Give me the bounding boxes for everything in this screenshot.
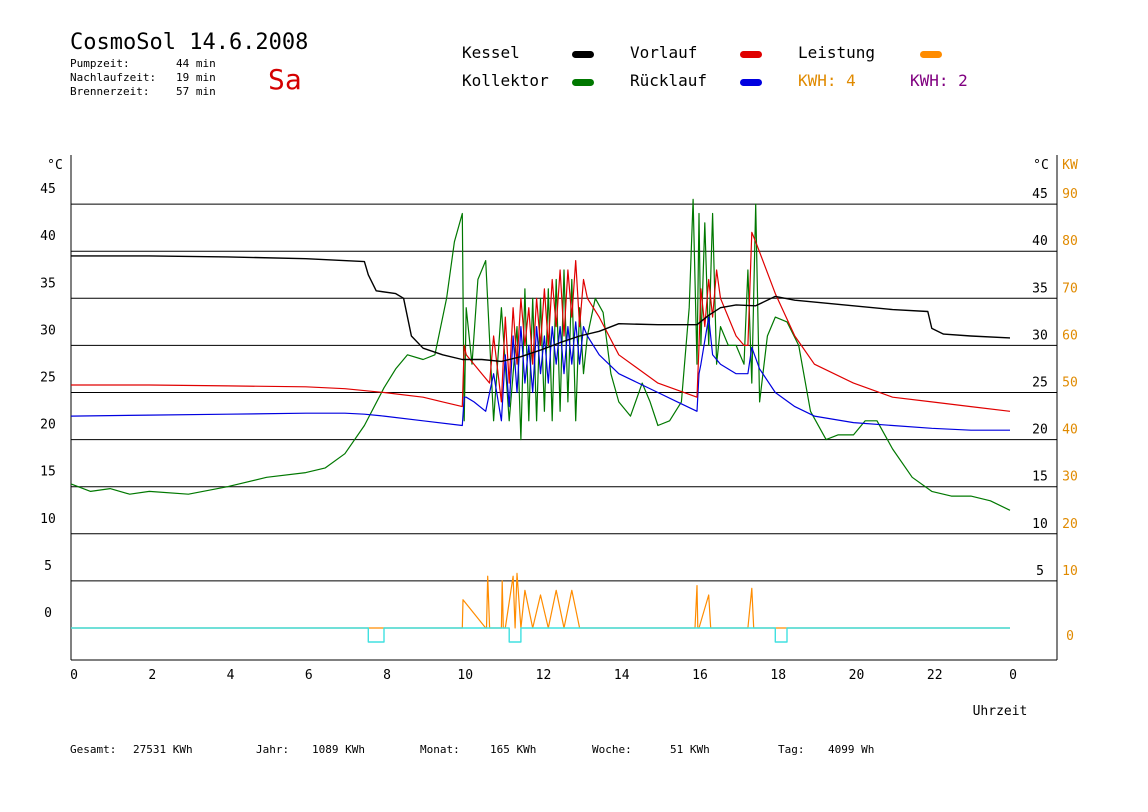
y-tick-label-right: 45 — [1032, 187, 1048, 202]
series-line-leistung — [71, 572, 1010, 629]
y-tick-label-right: 30 — [1032, 328, 1048, 343]
y-tick-label-right: 20 — [1032, 423, 1048, 438]
y-tick-label: 35 — [40, 276, 56, 291]
y-tick-label: 5 — [44, 559, 52, 574]
kw-tick-label: 90 — [1062, 187, 1078, 202]
y-axis-title-left: °C — [47, 158, 63, 173]
stat-value: 44 min — [176, 57, 216, 70]
kw-tick-label: 80 — [1062, 234, 1078, 249]
kwh2-label: KWH: 2 — [910, 71, 968, 90]
stat-value: 57 min — [176, 85, 216, 98]
x-tick-label: 2 — [148, 668, 156, 683]
x-tick-label: 22 — [927, 668, 943, 683]
y-tick-label: 45 — [40, 182, 56, 197]
stat-value: 19 min — [176, 71, 216, 84]
legend-swatch-1 — [572, 79, 594, 86]
y-tick-label: 30 — [40, 323, 56, 338]
y-axis-title-right: °C — [1033, 158, 1049, 173]
legend-swatch-4 — [920, 51, 942, 58]
kw-tick-label: 50 — [1062, 376, 1078, 391]
x-tick-label: 8 — [383, 668, 391, 683]
y-tick-label-right: 35 — [1032, 281, 1048, 296]
kw-tick-label: 40 — [1062, 423, 1078, 438]
y-tick-label: 20 — [40, 418, 56, 433]
x-axis-title: Uhrzeit — [973, 704, 1028, 719]
kw-tick-label: 70 — [1062, 281, 1078, 296]
y-tick-label-right: 5 — [1036, 564, 1044, 579]
legend-label-2: Vorlauf — [630, 43, 698, 62]
y-tick-label: 15 — [40, 465, 56, 480]
footer-value: 165 KWh — [490, 743, 537, 756]
x-tick-label: 0 — [1009, 668, 1017, 683]
y-tick-label-right: 10 — [1032, 517, 1048, 532]
kw-tick-label: 10 — [1062, 564, 1078, 579]
kwh1-label: KWH: 4 — [798, 71, 856, 90]
series-line-ruecklauf — [70, 316, 1010, 431]
footer-label: Tag: — [778, 743, 805, 756]
x-tick-label: 16 — [692, 668, 708, 683]
y-tick-label-right: 40 — [1032, 234, 1048, 249]
x-tick-label: 4 — [227, 668, 235, 683]
x-tick-label: 0 — [70, 668, 78, 683]
series-line-vorlauf — [71, 231, 1011, 412]
legend-label-4: Leistung — [798, 43, 876, 62]
x-tick-label: 14 — [614, 668, 630, 683]
footer-value: 4099 Wh — [828, 743, 875, 756]
series-line-kessel — [71, 255, 1011, 363]
x-tick-label: 10 — [457, 668, 473, 683]
footer-label: Woche: — [592, 743, 632, 756]
y-tick-label: 40 — [40, 229, 56, 244]
legend-swatch-3 — [740, 79, 762, 86]
legend-label-3: Rücklauf — [630, 71, 708, 90]
stat-label: Brennerzeit: — [70, 85, 150, 98]
legend-swatch-2 — [740, 51, 762, 58]
series-line-brenner — [71, 627, 1010, 643]
kw-axis-title: KW — [1062, 158, 1078, 173]
footer-label: Gesamt: — [70, 743, 117, 756]
kw-tick-label: 20 — [1062, 517, 1078, 532]
y-tick-label-right: 25 — [1032, 376, 1048, 391]
x-tick-label: 18 — [770, 668, 786, 683]
y-tick-label: 0 — [44, 606, 52, 621]
kw-tick-label: 60 — [1062, 328, 1078, 343]
footer-value: 27531 KWh — [133, 743, 193, 756]
y-tick-label: 25 — [40, 371, 56, 386]
page-title: CosmoSol 14.6.2008 — [70, 30, 309, 55]
x-tick-label: 6 — [305, 668, 313, 683]
series-line-kollektor — [70, 198, 1011, 511]
stat-label: Nachlaufzeit: — [70, 71, 157, 84]
stat-label: Pumpzeit: — [70, 57, 130, 70]
footer-label: Jahr: — [256, 743, 290, 756]
kw-tick-label: 30 — [1062, 470, 1078, 485]
x-tick-label: 12 — [536, 668, 552, 683]
kw-tick-label: 0 — [1066, 629, 1074, 644]
y-tick-label: 10 — [40, 512, 56, 527]
x-tick-label: 20 — [849, 668, 865, 683]
footer-value: 1089 KWh — [312, 743, 365, 756]
legend-swatch-0 — [572, 51, 594, 58]
day-label: Sa — [268, 63, 302, 96]
legend-label-0: Kessel — [462, 43, 520, 62]
footer-label: Monat: — [420, 743, 460, 756]
legend-label-1: Kollektor — [462, 71, 549, 90]
y-tick-label-right: 15 — [1032, 470, 1048, 485]
footer-value: 51 KWh — [670, 743, 710, 756]
